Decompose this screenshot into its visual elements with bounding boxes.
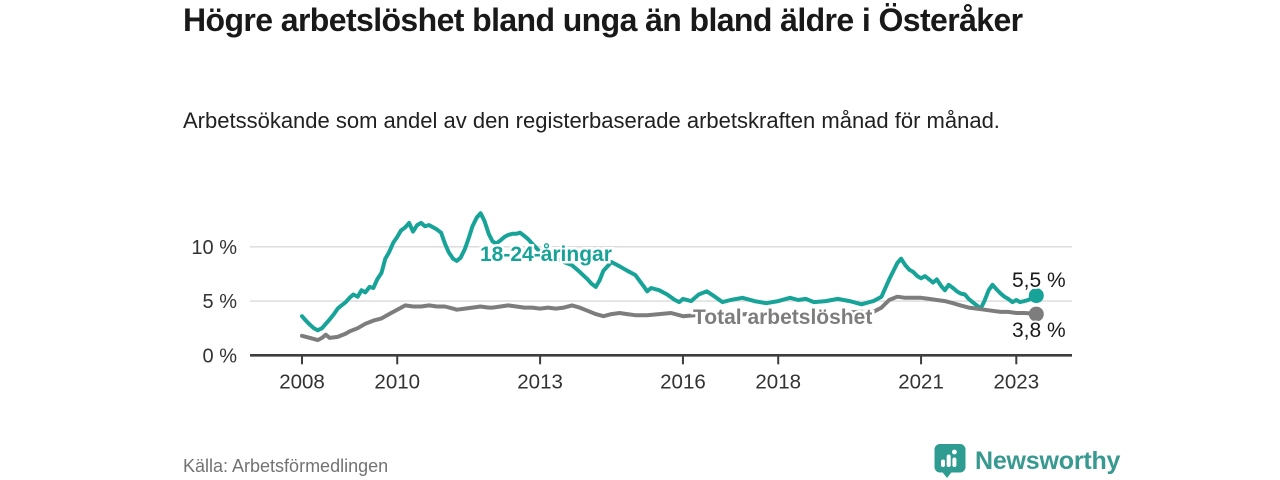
series-line-total (300, 294, 1039, 343)
newsworthy-wordmark: Newsworthy (975, 446, 1121, 475)
page-title: Högre arbetslöshet bland unga än bland ä… (183, 2, 1023, 38)
series-end-dot-young (1028, 288, 1044, 304)
x-axis-tick-label: 2023 (993, 370, 1039, 393)
x-axis-tick-label: 2018 (755, 370, 801, 393)
line-chart: 0 % 5 % 10 % 2008 2010 2013 2016 2018 2021 2023 18… (191, 211, 1072, 393)
series-label-young: 18-24-åringar (480, 243, 612, 266)
x-axis-tick-label: 2013 (517, 370, 563, 393)
x-axis-tick-label: 2021 (898, 370, 944, 393)
x-axis-tick-label: 2008 (279, 370, 325, 393)
y-axis-label: 10 % (191, 237, 237, 259)
page-subtitle: Arbetssökande som andel av den registerb… (183, 108, 1000, 133)
newsworthy-logo-icon (934, 444, 966, 478)
y-axis-label: 5 % (203, 291, 238, 313)
x-axis-tick-label: 2010 (374, 370, 420, 393)
y-axis-label: 0 % (203, 345, 238, 367)
series-end-dot-total (1028, 306, 1044, 322)
source-note: Källa: Arbetsförmedlingen (183, 456, 389, 476)
series-label-total: Total arbetslöshet (693, 306, 872, 329)
end-value-label-young: 5,5 % (1012, 269, 1066, 292)
newsworthy-logo: Newsworthy (933, 443, 1120, 479)
series-line-young (300, 211, 1039, 333)
x-axis-tick-label: 2016 (660, 370, 706, 393)
end-value-label-total: 3,8 % (1012, 319, 1066, 342)
